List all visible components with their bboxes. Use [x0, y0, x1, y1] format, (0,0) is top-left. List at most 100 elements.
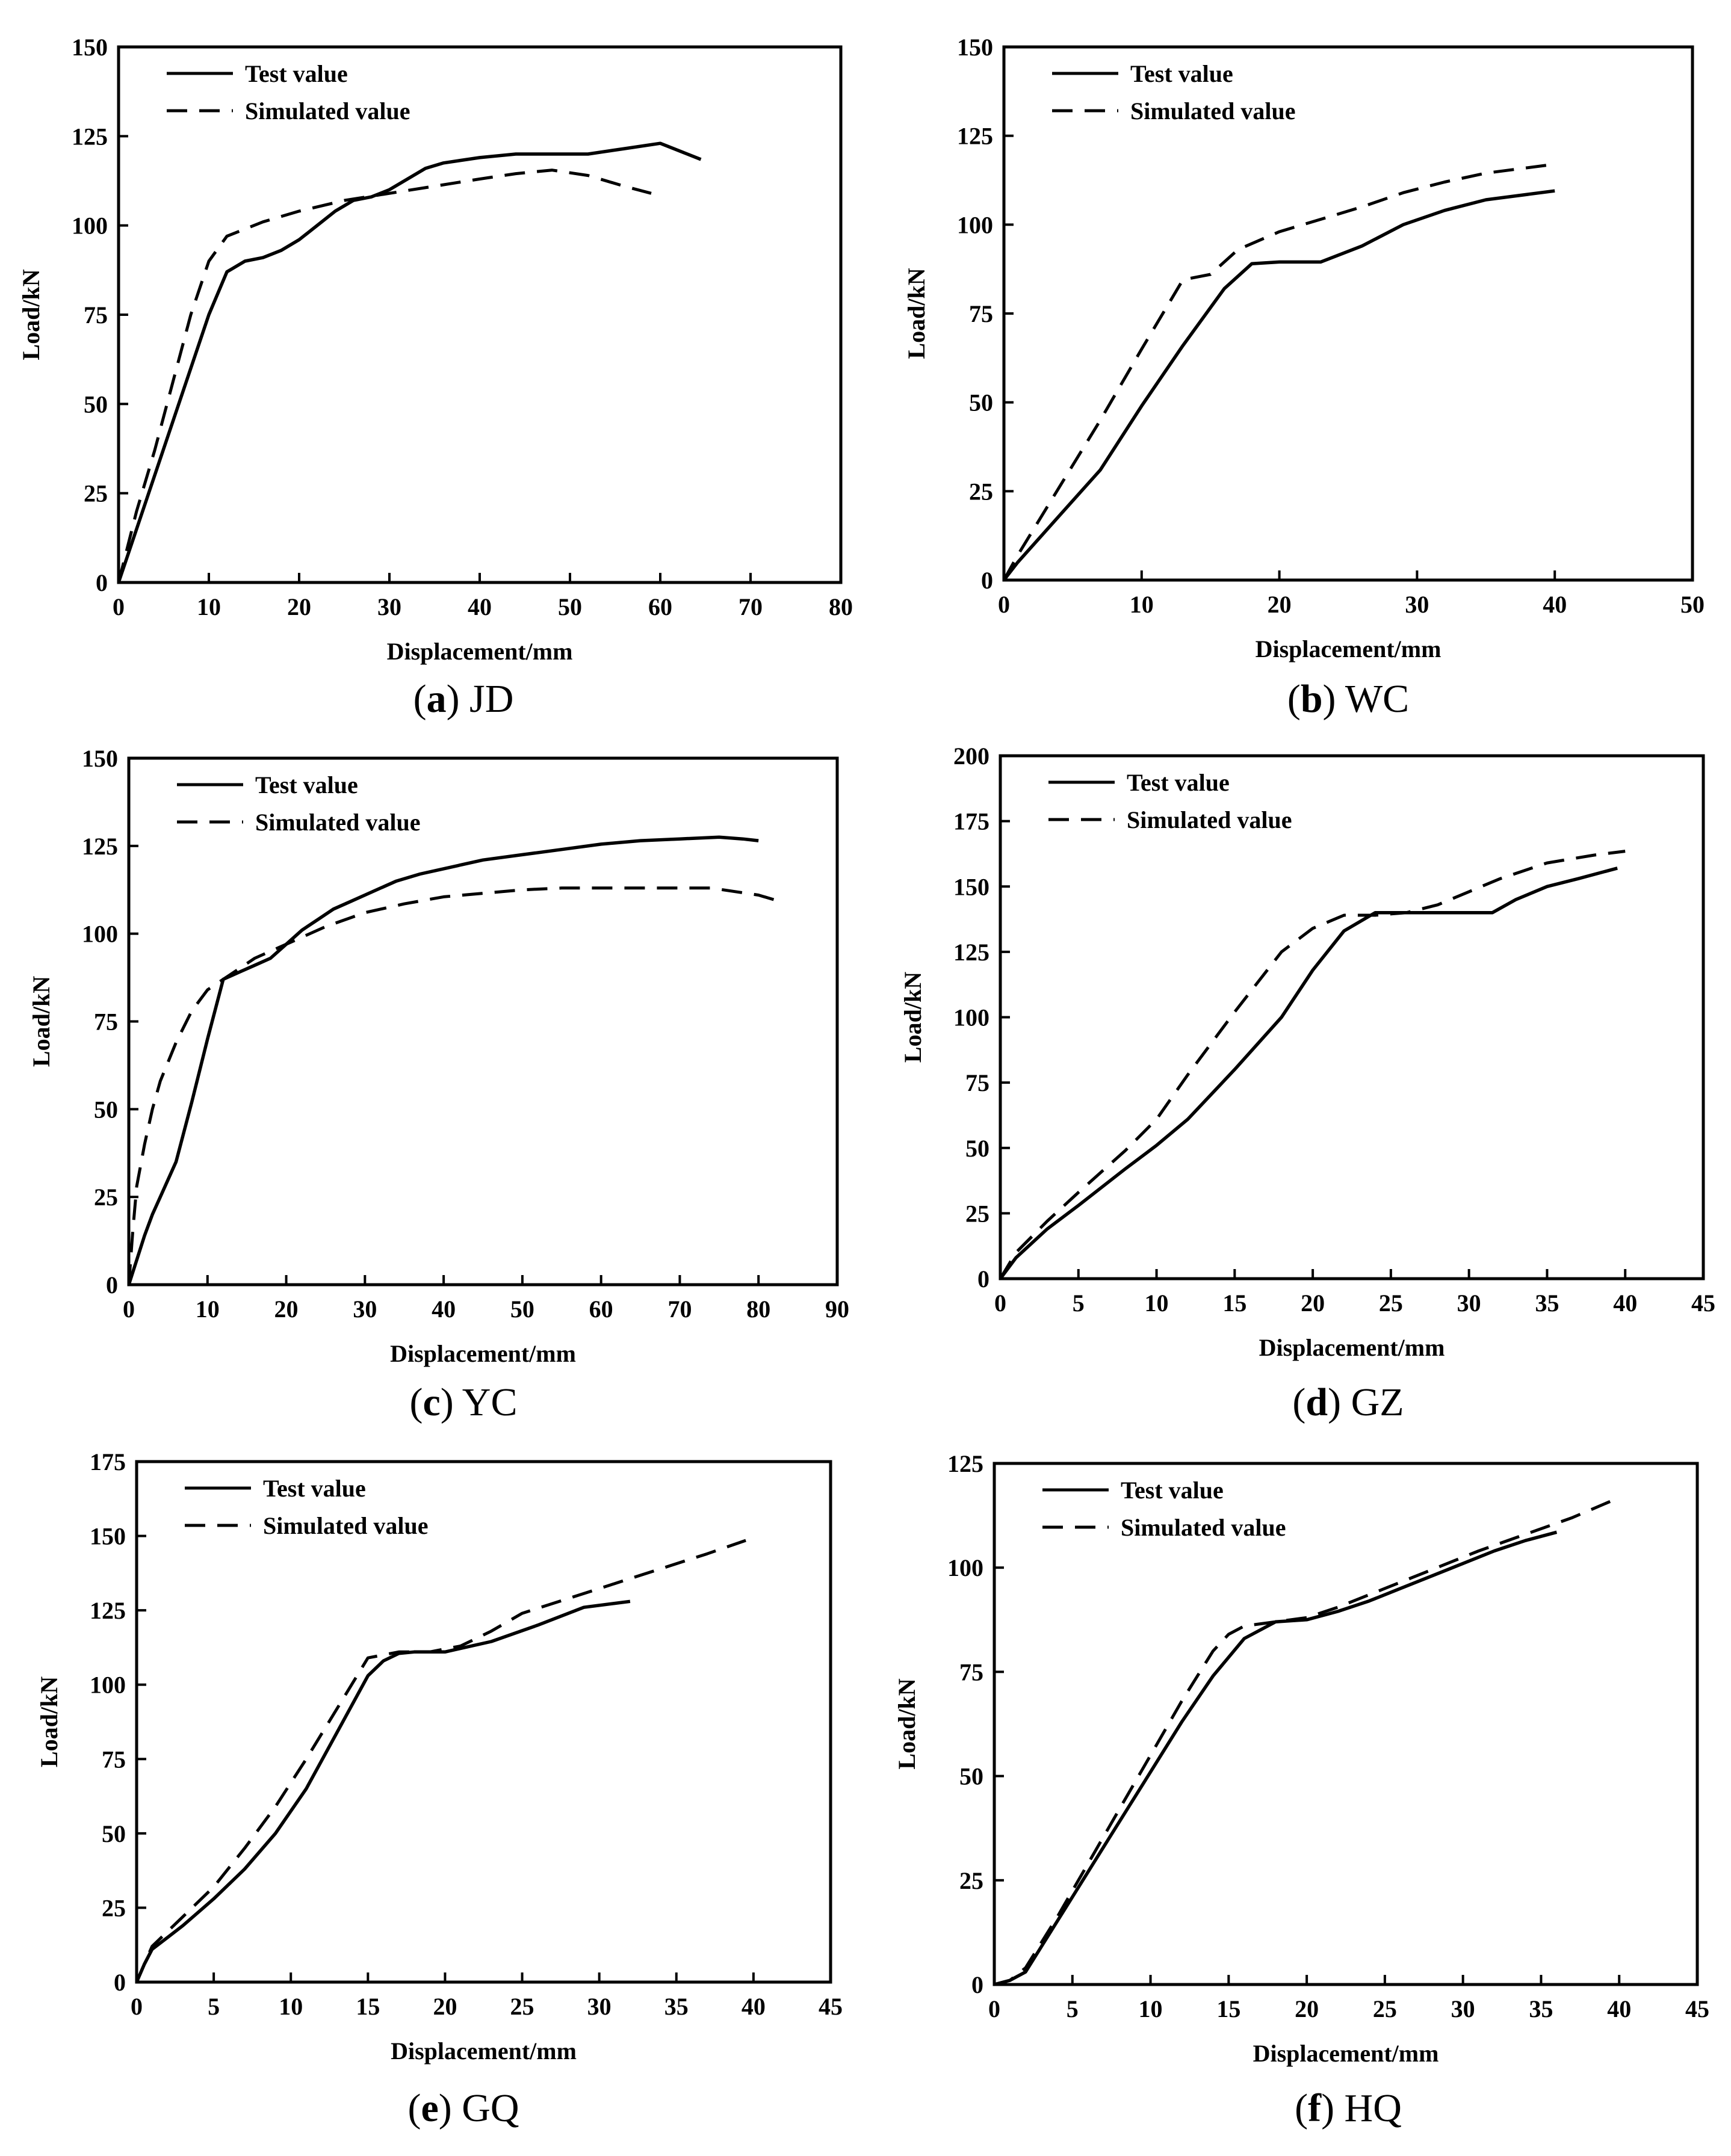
y-tick-label: 100 [957, 211, 993, 238]
chart-panel-f: 0 5 10 15 20 25 30 35 40 45 0 25 50 75 100 125 Displacem… [893, 1450, 1709, 2130]
x-tick-label: 50 [558, 593, 582, 620]
x-tick-label: 30 [1451, 1995, 1475, 2022]
x-tick-label: 30 [377, 593, 401, 620]
x-tick-label: 60 [648, 593, 672, 620]
x-tick-label: 35 [664, 1993, 689, 2020]
x-tick-label: 40 [432, 1296, 456, 1323]
chart-panel-a: 0 10 20 30 40 50 60 70 80 0 25 50 75 100 125 150 Displac… [17, 34, 853, 721]
data-point [1156, 1118, 1158, 1120]
y-tick-label: 100 [947, 1554, 983, 1581]
x-tick-label: 80 [746, 1296, 770, 1323]
y-tick-label: 150 [957, 34, 993, 61]
x-tick-label: 30 [1457, 1290, 1481, 1317]
y-axis-label: Load/kN [17, 269, 45, 360]
simulated-value-line [999, 850, 1626, 1280]
x-axis-label: Displacement/mm [390, 1340, 576, 1367]
data-point [1237, 249, 1239, 251]
y-tick-label: 0 [106, 1271, 118, 1299]
x-tick-label: 80 [829, 593, 853, 620]
y-tick-label: 25 [959, 1867, 983, 1894]
data-point [1553, 163, 1556, 165]
x-tick-label: 70 [739, 593, 763, 620]
data-point [1087, 1862, 1089, 1865]
y-tick-label: 175 [953, 808, 989, 835]
x-tick-label: 30 [353, 1296, 377, 1323]
x-tick-label: 10 [197, 593, 221, 620]
x-tick-label: 35 [1529, 1995, 1553, 2022]
chart-panel-c: 0 10 20 30 40 50 60 70 80 90 0 25 50 75 100 125 150 Displ… [28, 745, 849, 1424]
data-point [212, 1886, 215, 1888]
x-tick-label: 40 [1607, 1995, 1631, 2022]
y-tick-label: 125 [953, 939, 989, 966]
test-value-line [117, 141, 702, 583]
data-point [1017, 554, 1019, 557]
y-tick-label: 100 [90, 1672, 126, 1699]
x-tick-label: 50 [510, 1296, 534, 1323]
legend-label: Test value [263, 1475, 366, 1502]
plot-frame [117, 45, 843, 584]
simulated-value-line [1002, 162, 1555, 581]
legend-label: Simulated value [245, 97, 410, 125]
simulated-value-line [135, 1539, 746, 1983]
x-tick-label: 70 [667, 1296, 692, 1323]
data-point [1485, 172, 1487, 175]
panel-caption: (b) WC [1287, 677, 1409, 721]
x-tick-label: 15 [356, 1993, 380, 2020]
x-tick-label: 5 [1073, 1290, 1085, 1317]
x-tick-label: 30 [1405, 591, 1429, 618]
y-tick-label: 175 [90, 1448, 126, 1475]
y-axis-label: Load/kN [899, 972, 926, 1063]
legend-label: Simulated value [1121, 1514, 1286, 1541]
y-tick-label: 150 [72, 34, 108, 61]
x-tick-label: 40 [742, 1993, 766, 2020]
y-tick-label: 125 [90, 1597, 126, 1624]
data-point [1525, 1533, 1527, 1536]
x-tick-label: 0 [994, 1290, 1006, 1317]
y-tick-label: 25 [965, 1200, 989, 1227]
x-tick-label: 25 [1373, 1995, 1397, 2022]
data-point [781, 901, 784, 903]
y-axis-label: Load/kN [893, 1678, 920, 1769]
y-tick-label: 0 [981, 567, 993, 594]
data-point [567, 1597, 569, 1599]
data-point [191, 1010, 193, 1012]
y-tick-label: 25 [94, 1184, 118, 1211]
y-tick-label: 0 [977, 1265, 989, 1293]
x-tick-label: 40 [1543, 591, 1567, 618]
test-value-line [999, 866, 1618, 1280]
legend-label: Test value [1127, 769, 1230, 796]
legend-label: Simulated value [255, 809, 420, 836]
data-point [1181, 279, 1184, 281]
panel-caption: (c) YC [410, 1380, 518, 1424]
y-tick-label: 50 [84, 391, 108, 418]
x-tick-label: 45 [819, 1993, 843, 2020]
x-axis-label: Displacement/mm [391, 2037, 577, 2065]
y-tick-label: 75 [84, 301, 108, 329]
data-point [660, 1568, 662, 1570]
x-axis-label: Displacement/mm [1253, 2040, 1439, 2067]
x-tick-label: 0 [113, 593, 125, 620]
plot-frame [992, 1462, 1699, 1986]
y-tick-label: 200 [953, 743, 989, 770]
chart-panel-e: 0 5 10 15 20 25 30 35 40 45 0 25 50 75 100 125 150 175 Dis… [36, 1448, 843, 2130]
panel-caption: (e) GQ [407, 2086, 519, 2130]
y-tick-label: 100 [72, 212, 108, 239]
x-tick-label: 10 [1145, 1290, 1169, 1317]
x-tick-label: 5 [208, 1993, 220, 2020]
y-tick-label: 0 [971, 1971, 983, 1998]
y-tick-label: 75 [959, 1658, 983, 1685]
chart-panel-d: 0 5 10 15 20 25 30 35 40 45 0 25 50 75 100 125 150 175 200… [899, 743, 1715, 1424]
y-tick-label: 150 [953, 873, 989, 900]
x-tick-label: 20 [1268, 591, 1292, 618]
y-tick-label: 0 [114, 1969, 126, 1996]
data-point [433, 185, 436, 187]
y-axis-label: Load/kN [28, 976, 55, 1067]
y-tick-label: 75 [102, 1746, 126, 1773]
y-tick-label: 50 [969, 389, 993, 416]
data-point [1610, 1500, 1612, 1502]
x-tick-label: 15 [1222, 1290, 1246, 1317]
x-tick-label: 20 [287, 593, 311, 620]
simulated-value-line [127, 886, 783, 1285]
data-point [521, 889, 524, 891]
x-tick-label: 0 [988, 1995, 1000, 2022]
